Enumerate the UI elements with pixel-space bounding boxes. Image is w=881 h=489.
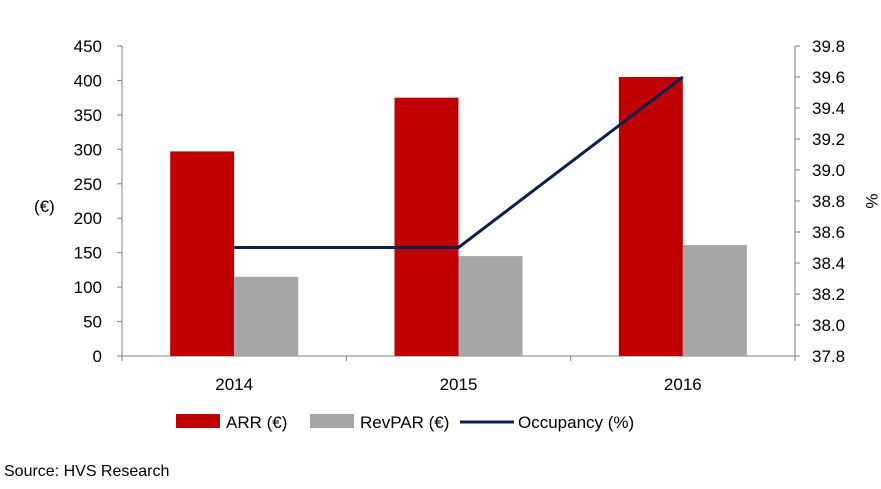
y-left-tick-label: 200: [74, 209, 102, 228]
bar-revpar: [682, 245, 747, 356]
y-left-tick-label: 0: [93, 347, 102, 366]
source-note: Source: HVS Research: [4, 463, 170, 480]
bar-arr: [170, 151, 235, 356]
bars: [170, 77, 747, 357]
x-tick-label: 2014: [215, 375, 253, 394]
y-right-tick-label: 39.2: [812, 130, 845, 149]
occupancy-line: [234, 75, 684, 249]
y-right-tick-label: 39.8: [812, 37, 845, 56]
y-right-tick-label: 39.0: [812, 161, 845, 180]
legend: ARR (€) RevPAR (€) Occupancy (%): [176, 413, 634, 432]
bar-arr: [394, 97, 459, 357]
y-left-tick-label: 50: [83, 313, 102, 332]
y-left-tick-label: 350: [74, 106, 102, 125]
x-tick-label: 2015: [440, 375, 478, 394]
legend-item-revpar-swatch: [310, 414, 354, 428]
legend-item-arr-swatch: [176, 414, 220, 428]
y-right-tick-label: 37.8: [812, 347, 845, 366]
y-right-tick-label: 39.4: [812, 99, 845, 118]
y-left-tick-label: 450: [74, 37, 102, 56]
y-right-tick-label: 39.6: [812, 68, 845, 87]
bar-revpar: [234, 276, 299, 356]
tick-labels: 0 50 100 150 200 250 300 350 400 450 37.8 38.0 38.2 3…: [74, 37, 845, 394]
legend-item-arr-label: ARR (€): [226, 413, 287, 432]
y-axis-right-label: %: [862, 193, 881, 208]
bar-arr: [618, 77, 683, 356]
y-right-tick-label: 38.8: [812, 192, 845, 211]
y-right-tick-label: 38.2: [812, 285, 845, 304]
y-right-tick-label: 38.0: [812, 316, 845, 335]
x-tick-label: 2016: [664, 375, 702, 394]
y-left-tick-label: 150: [74, 244, 102, 263]
y-left-tick-label: 300: [74, 140, 102, 159]
y-left-tick-label: 250: [74, 175, 102, 194]
occupancy-line-path: [234, 75, 684, 249]
y-right-tick-label: 38.6: [812, 223, 845, 242]
bar-revpar: [458, 256, 523, 356]
y-left-tick-label: 400: [74, 71, 102, 90]
legend-item-occupancy-label: Occupancy (%): [518, 413, 634, 432]
legend-item-revpar-label: RevPAR (€): [360, 413, 449, 432]
y-right-tick-label: 38.4: [812, 254, 845, 273]
y-axis-left-label: (€): [34, 197, 55, 216]
y-left-tick-label: 100: [74, 278, 102, 297]
